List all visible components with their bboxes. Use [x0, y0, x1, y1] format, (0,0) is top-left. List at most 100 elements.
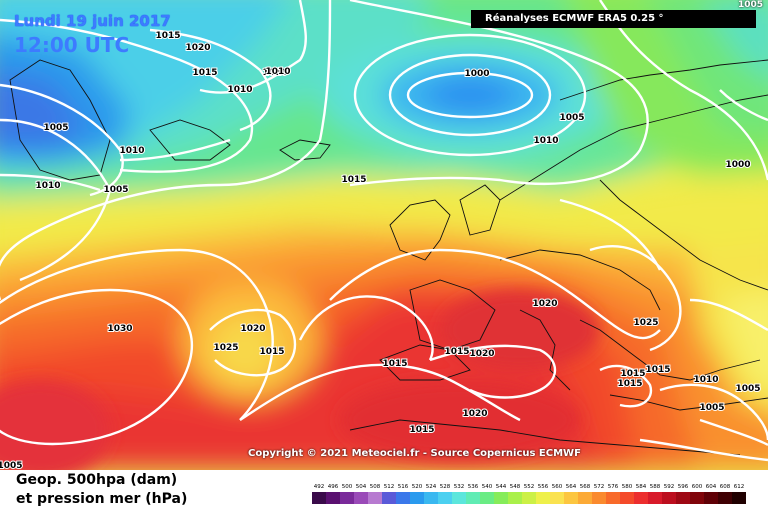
scale-swatch — [578, 492, 592, 504]
scale-tick-label: 608 — [720, 484, 731, 490]
scale-swatch — [382, 492, 396, 504]
weather-map: 1015 1020 1015 1010 1010 1005 1010 1005 1010 1000… — [0, 0, 768, 470]
scale-swatch — [452, 492, 466, 504]
scale-tick-label: 572 — [594, 484, 605, 490]
scale-tick-label: 500 — [342, 484, 353, 490]
pressure-label: 1010 — [227, 85, 252, 95]
pressure-label: 1015 — [155, 31, 180, 41]
pressure-label: 1005 — [103, 185, 128, 195]
scale-swatch — [620, 492, 634, 504]
scale-tick-label: 580 — [622, 484, 633, 490]
pressure-label: 1000 — [464, 69, 489, 79]
pressure-label: 1005 — [735, 384, 760, 394]
scale-tick-label: 568 — [580, 484, 591, 490]
pressure-label: 1000 — [725, 160, 750, 170]
scale-tick-label: 516 — [398, 484, 409, 490]
pressure-label: 1025 — [213, 343, 238, 353]
scale-swatch — [340, 492, 354, 504]
scale-tick-label: 584 — [636, 484, 647, 490]
scale-swatch — [354, 492, 368, 504]
scale-swatch — [648, 492, 662, 504]
scale-tick-label: 552 — [524, 484, 535, 490]
scale-tick-label: 592 — [664, 484, 675, 490]
edge-pressure-label: 1005 — [738, 0, 764, 10]
scale-swatch — [690, 492, 704, 504]
scale-tick-label: 520 — [412, 484, 423, 490]
scale-tick-label: 512 — [384, 484, 395, 490]
pressure-label: 1025 — [633, 318, 658, 328]
scale-swatch — [676, 492, 690, 504]
pressure-label: 1015 — [192, 68, 217, 78]
scale-swatch — [410, 492, 424, 504]
pressure-label: 1020 — [462, 409, 487, 419]
scale-swatch — [466, 492, 480, 504]
pressure-label: 1010 — [265, 67, 290, 77]
pressure-label: 1010 — [35, 181, 60, 191]
scale-tick-label: 544 — [496, 484, 507, 490]
scale-swatch — [592, 492, 606, 504]
scale-tick-label: 532 — [454, 484, 465, 490]
legend-line-pressure: et pression mer (hPa) — [16, 491, 188, 507]
pressure-label: 1005 — [699, 403, 724, 413]
scale-tick-label: 604 — [706, 484, 717, 490]
scale-swatch — [424, 492, 438, 504]
pressure-label: 1020 — [240, 324, 265, 334]
pressure-label: 1005 — [0, 461, 23, 470]
pressure-label: 1015 — [645, 365, 670, 375]
scale-tick-label: 596 — [678, 484, 689, 490]
scale-swatch — [634, 492, 648, 504]
scale-tick-label: 588 — [650, 484, 661, 490]
pressure-label: 1015 — [444, 347, 469, 357]
scale-tick-label: 576 — [608, 484, 619, 490]
scale-tick-label: 528 — [440, 484, 451, 490]
pressure-label: 1020 — [532, 299, 557, 309]
pressure-label: 1020 — [469, 349, 494, 359]
legend-line-geopotential: Geop. 500hpa (dam) — [16, 472, 178, 488]
pressure-label: 1015 — [617, 379, 642, 389]
pressure-label: 1015 — [341, 175, 366, 185]
scale-swatch — [550, 492, 564, 504]
scale-tick-label: 496 — [328, 484, 339, 490]
scale-swatch — [662, 492, 676, 504]
scale-tick-label: 564 — [566, 484, 577, 490]
scale-swatch — [508, 492, 522, 504]
pressure-label: 1010 — [119, 146, 144, 156]
scale-tick-label: 540 — [482, 484, 493, 490]
pressure-label: 1010 — [262, 68, 287, 78]
scale-swatch — [522, 492, 536, 504]
scale-swatch — [536, 492, 550, 504]
legend-title: Geop. 500hpa (dam) et pression mer (hPa) — [16, 471, 187, 509]
scale-swatch — [494, 492, 508, 504]
scale-swatch — [312, 492, 326, 504]
scale-swatch — [396, 492, 410, 504]
scale-tick-label: 508 — [370, 484, 381, 490]
copyright-notice: Copyright © 2021 Meteociel.fr - Source C… — [248, 448, 581, 459]
scale-swatch — [718, 492, 732, 504]
pressure-label: 1020 — [185, 43, 210, 53]
pressure-label: 1010 — [693, 375, 718, 385]
scale-swatch — [480, 492, 494, 504]
scale-swatch — [606, 492, 620, 504]
pressure-label: 1015 — [382, 359, 407, 369]
pressure-label: 1010 — [533, 136, 558, 146]
source-banner: Réanalyses ECMWF ERA5 0.25 ° — [471, 10, 756, 28]
scale-swatch — [368, 492, 382, 504]
map-date: Lundi 19 juin 2017 — [14, 12, 171, 30]
scale-swatch — [326, 492, 340, 504]
scale-tick-label: 504 — [356, 484, 367, 490]
scale-tick-label: 548 — [510, 484, 521, 490]
pressure-label: 1015 — [409, 425, 434, 435]
scale-tick-label: 556 — [538, 484, 549, 490]
scale-tick-label: 492 — [314, 484, 325, 490]
pressure-label: 1015 — [620, 369, 645, 379]
scale-swatch — [704, 492, 718, 504]
pressure-label: 1015 — [259, 347, 284, 357]
scale-tick-label: 612 — [734, 484, 745, 490]
legend-panel: Geop. 500hpa (dam) et pression mer (hPa)… — [0, 470, 768, 512]
pressure-label: 1005 — [43, 123, 68, 133]
pressure-label: 1005 — [559, 113, 584, 123]
scale-tick-label: 536 — [468, 484, 479, 490]
scale-tick-label: 600 — [692, 484, 703, 490]
map-time: 12:00 UTC — [14, 33, 130, 57]
